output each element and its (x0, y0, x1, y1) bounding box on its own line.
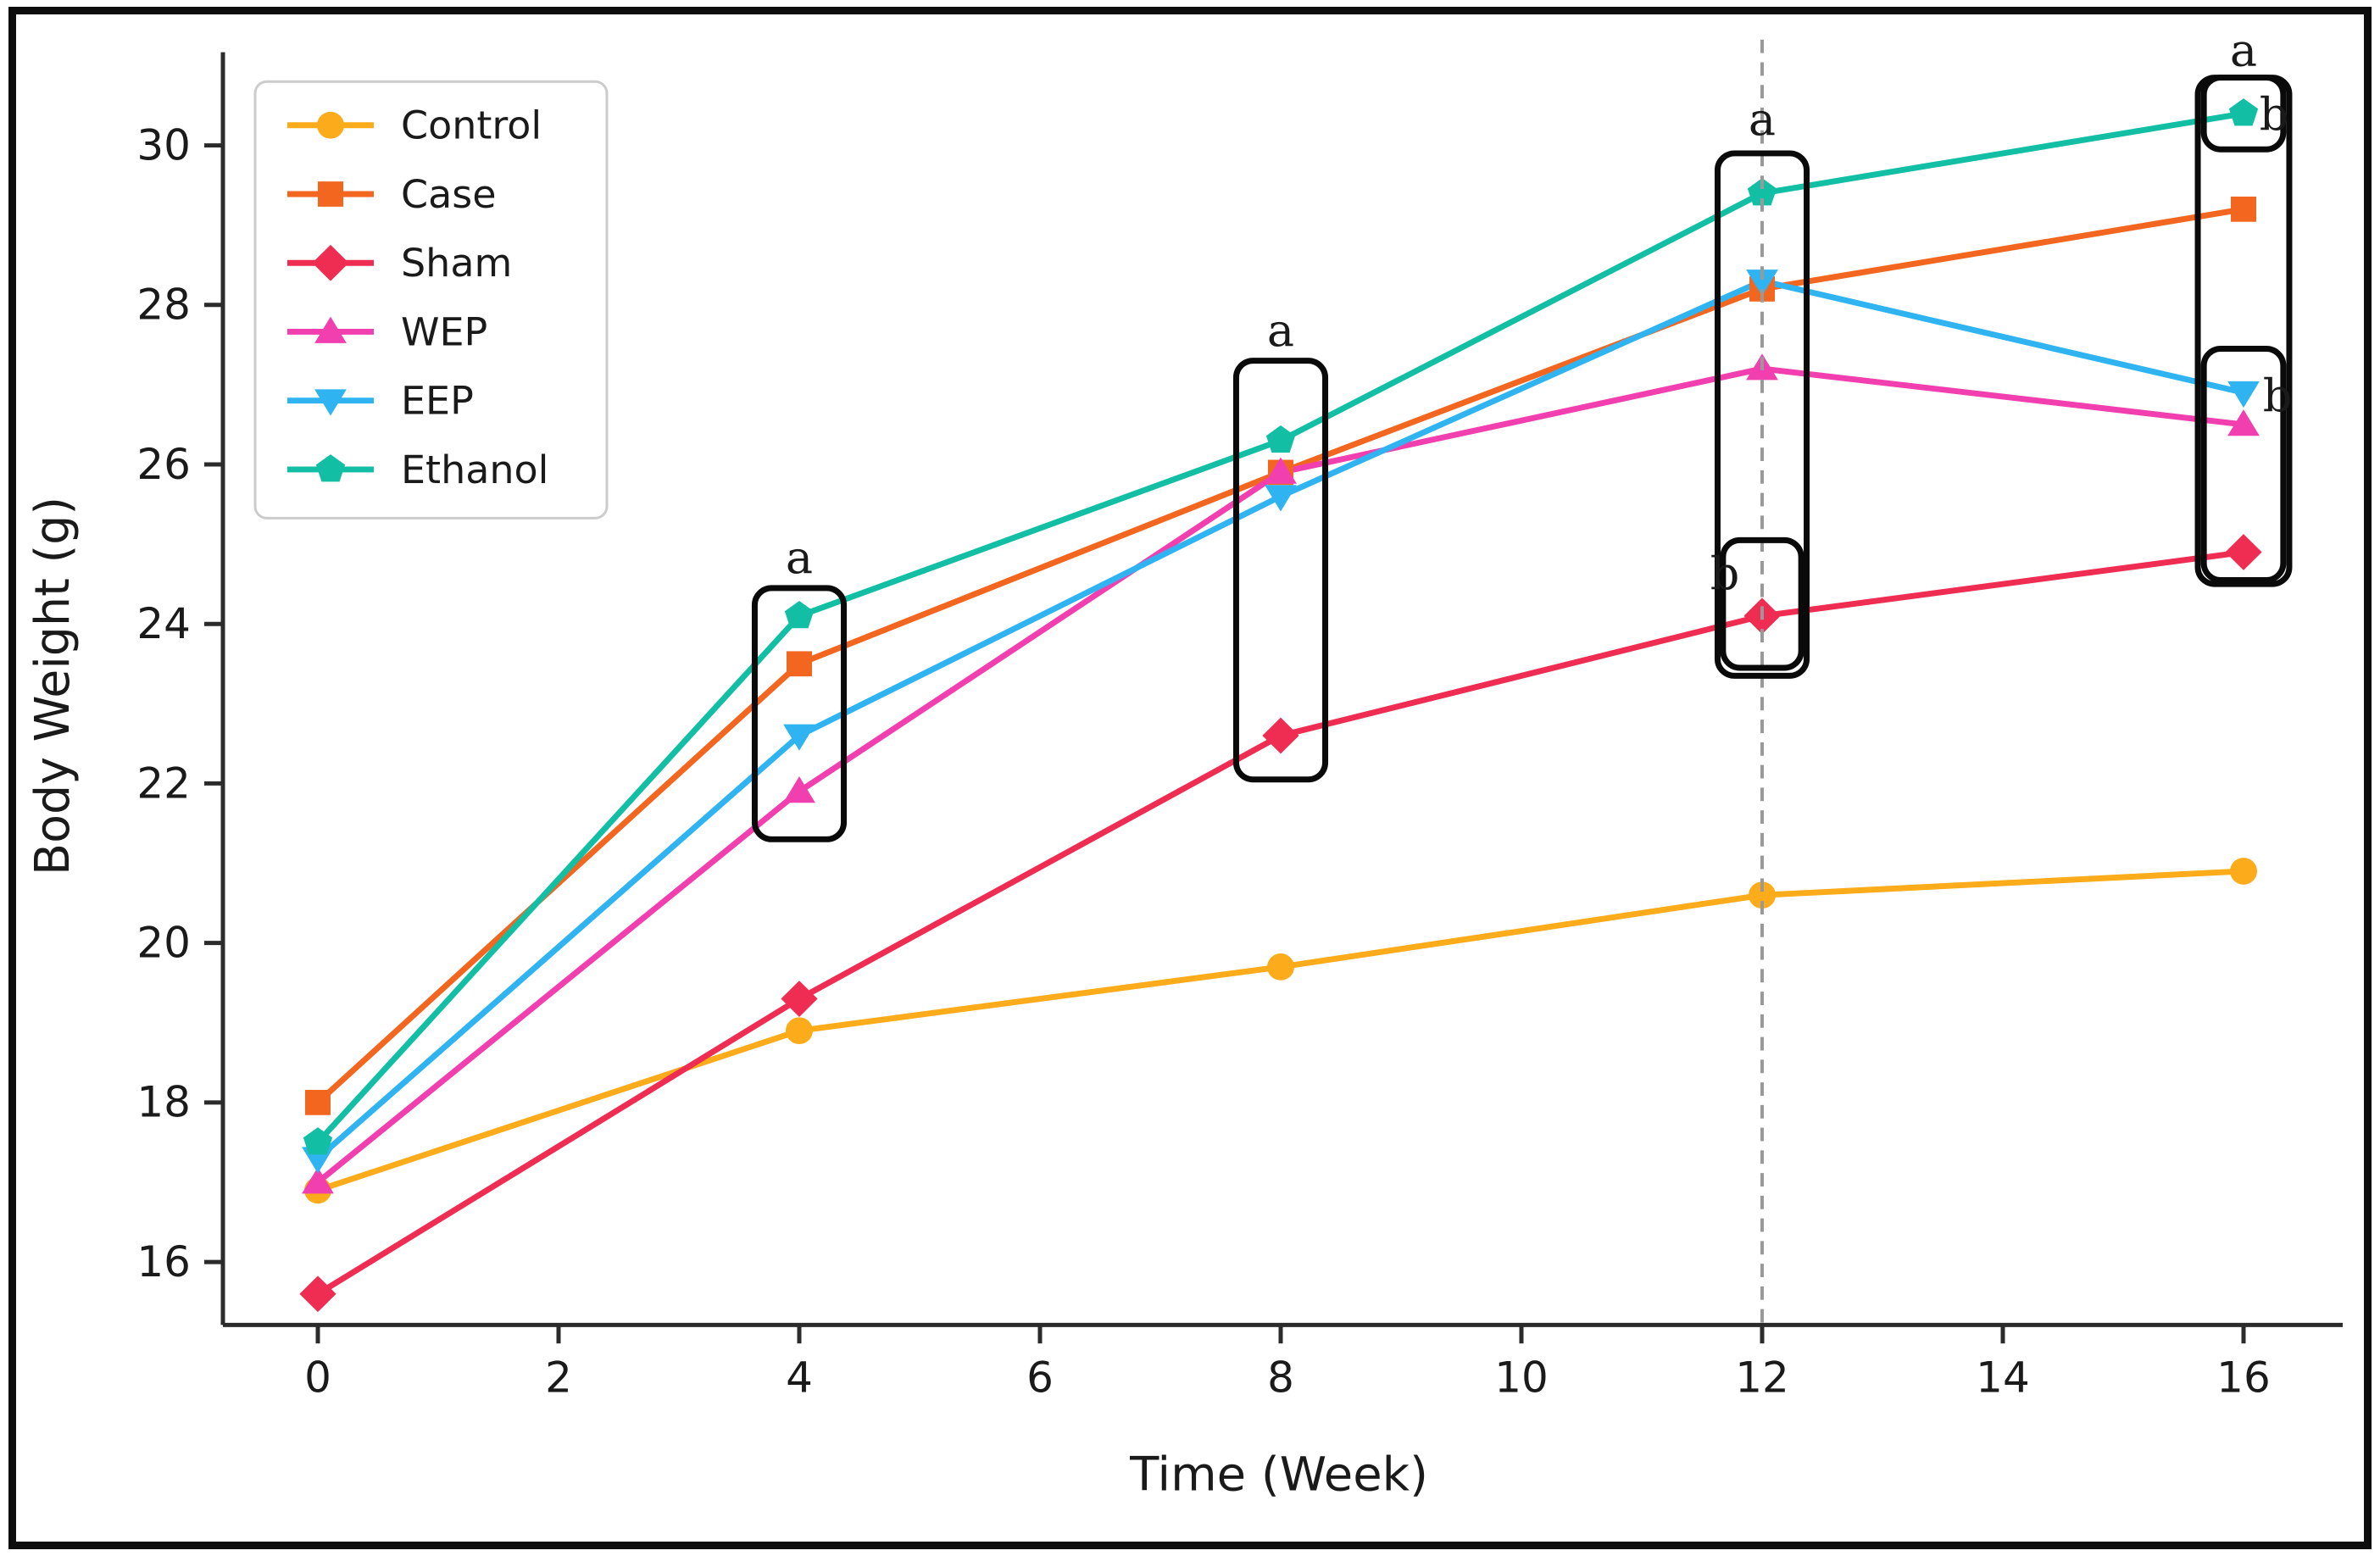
marker-eep-week12 (1746, 270, 1778, 297)
x-tick-label: 10 (1494, 1353, 1549, 1403)
significance-label-b: b (1710, 547, 1740, 600)
x-tick-label: 2 (545, 1353, 572, 1403)
significance-label-a: a (1267, 303, 1294, 357)
marker-control-week8 (1267, 953, 1294, 981)
significance-label-a: a (2230, 24, 2257, 77)
legend-label-control: Control (401, 103, 542, 148)
x-tick-label: 8 (1267, 1353, 1294, 1403)
legend-marker-ethanol (315, 454, 346, 482)
marker-wep-week16 (2227, 409, 2260, 436)
y-tick-label: 28 (136, 281, 191, 330)
marker-case-week4 (787, 651, 812, 677)
legend-label-wep: WEP (401, 310, 487, 355)
marker-control-week4 (786, 1017, 813, 1045)
x-tick-label: 4 (786, 1353, 813, 1403)
legend-marker-eep (314, 389, 347, 416)
x-tick-label: 12 (1735, 1353, 1789, 1403)
x-axis-title: Time (Week) (1129, 1448, 1428, 1503)
marker-eep-week4 (783, 724, 815, 751)
significance-label-a: a (1749, 92, 1776, 146)
marker-control-week16 (2230, 858, 2257, 885)
marker-wep-week8 (1265, 457, 1297, 484)
x-tick-label: 0 (304, 1353, 331, 1403)
marker-wep-week0 (302, 1167, 334, 1194)
y-tick-label: 18 (136, 1078, 191, 1127)
series-line-control (314, 868, 2247, 1193)
significance-box-week8 (1232, 358, 1329, 783)
series-line-sham (314, 549, 2247, 1298)
significance-label-b: b (2260, 87, 2289, 141)
y-axis-title: Body Weight (g) (25, 497, 81, 875)
significance-label-b: b (2263, 369, 2293, 422)
x-tick-label: 6 (1026, 1353, 1054, 1403)
y-tick-label: 22 (136, 759, 191, 808)
marker-sham-week0 (299, 1275, 336, 1313)
significance-box-week4 (751, 585, 848, 842)
significance-box-week16 (2200, 75, 2287, 153)
marker-wep-week4 (783, 776, 815, 803)
marker-sham-week8 (1262, 717, 1299, 754)
legend-marker-case (318, 181, 343, 207)
legend-label-ethanol: Ethanol (401, 447, 548, 492)
marker-control-week12 (1749, 881, 1776, 909)
legend-marker-wep (314, 316, 347, 343)
legend-marker-control (317, 111, 344, 139)
significance-label-a: a (786, 531, 813, 584)
marker-case-week16 (2231, 196, 2256, 222)
figure-border: 16 18 20 22 24 26 28 30 0 2 4 6 8 10 12 14 16 a a a b a b b Cont… (8, 7, 2372, 1549)
y-tick-label: 26 (136, 440, 191, 489)
significance-box-week16 (2194, 75, 2293, 587)
legend-label-eep: EEP (401, 379, 474, 424)
marker-ethanol-week4 (784, 600, 815, 629)
marker-eep-week16 (2227, 381, 2260, 408)
marker-sham-week16 (2225, 534, 2262, 570)
significance-box-week12 (1714, 150, 1810, 679)
y-tick-label: 30 (136, 121, 191, 170)
legend-marker-sham (312, 244, 349, 281)
y-tick-label: 20 (136, 919, 191, 968)
y-tick-label: 24 (136, 599, 191, 648)
marker-sham-week4 (781, 981, 818, 1017)
marker-ethanol-week0 (303, 1127, 333, 1155)
marker-ethanol-week12 (1747, 178, 1777, 206)
y-tick-label: 16 (136, 1237, 191, 1286)
marker-eep-week8 (1265, 485, 1297, 512)
marker-ethanol-week16 (2228, 98, 2259, 126)
x-tick-label: 16 (2216, 1353, 2271, 1403)
significance-box-week12 (1720, 536, 1804, 671)
significance-box-week16 (2200, 346, 2287, 583)
marker-ethanol-week8 (1265, 425, 1296, 453)
x-tick-label: 14 (1976, 1353, 2030, 1403)
legend-label-case: Case (401, 172, 497, 217)
legend-label-sham: Sham (401, 241, 512, 286)
marker-case-week0 (305, 1090, 331, 1115)
